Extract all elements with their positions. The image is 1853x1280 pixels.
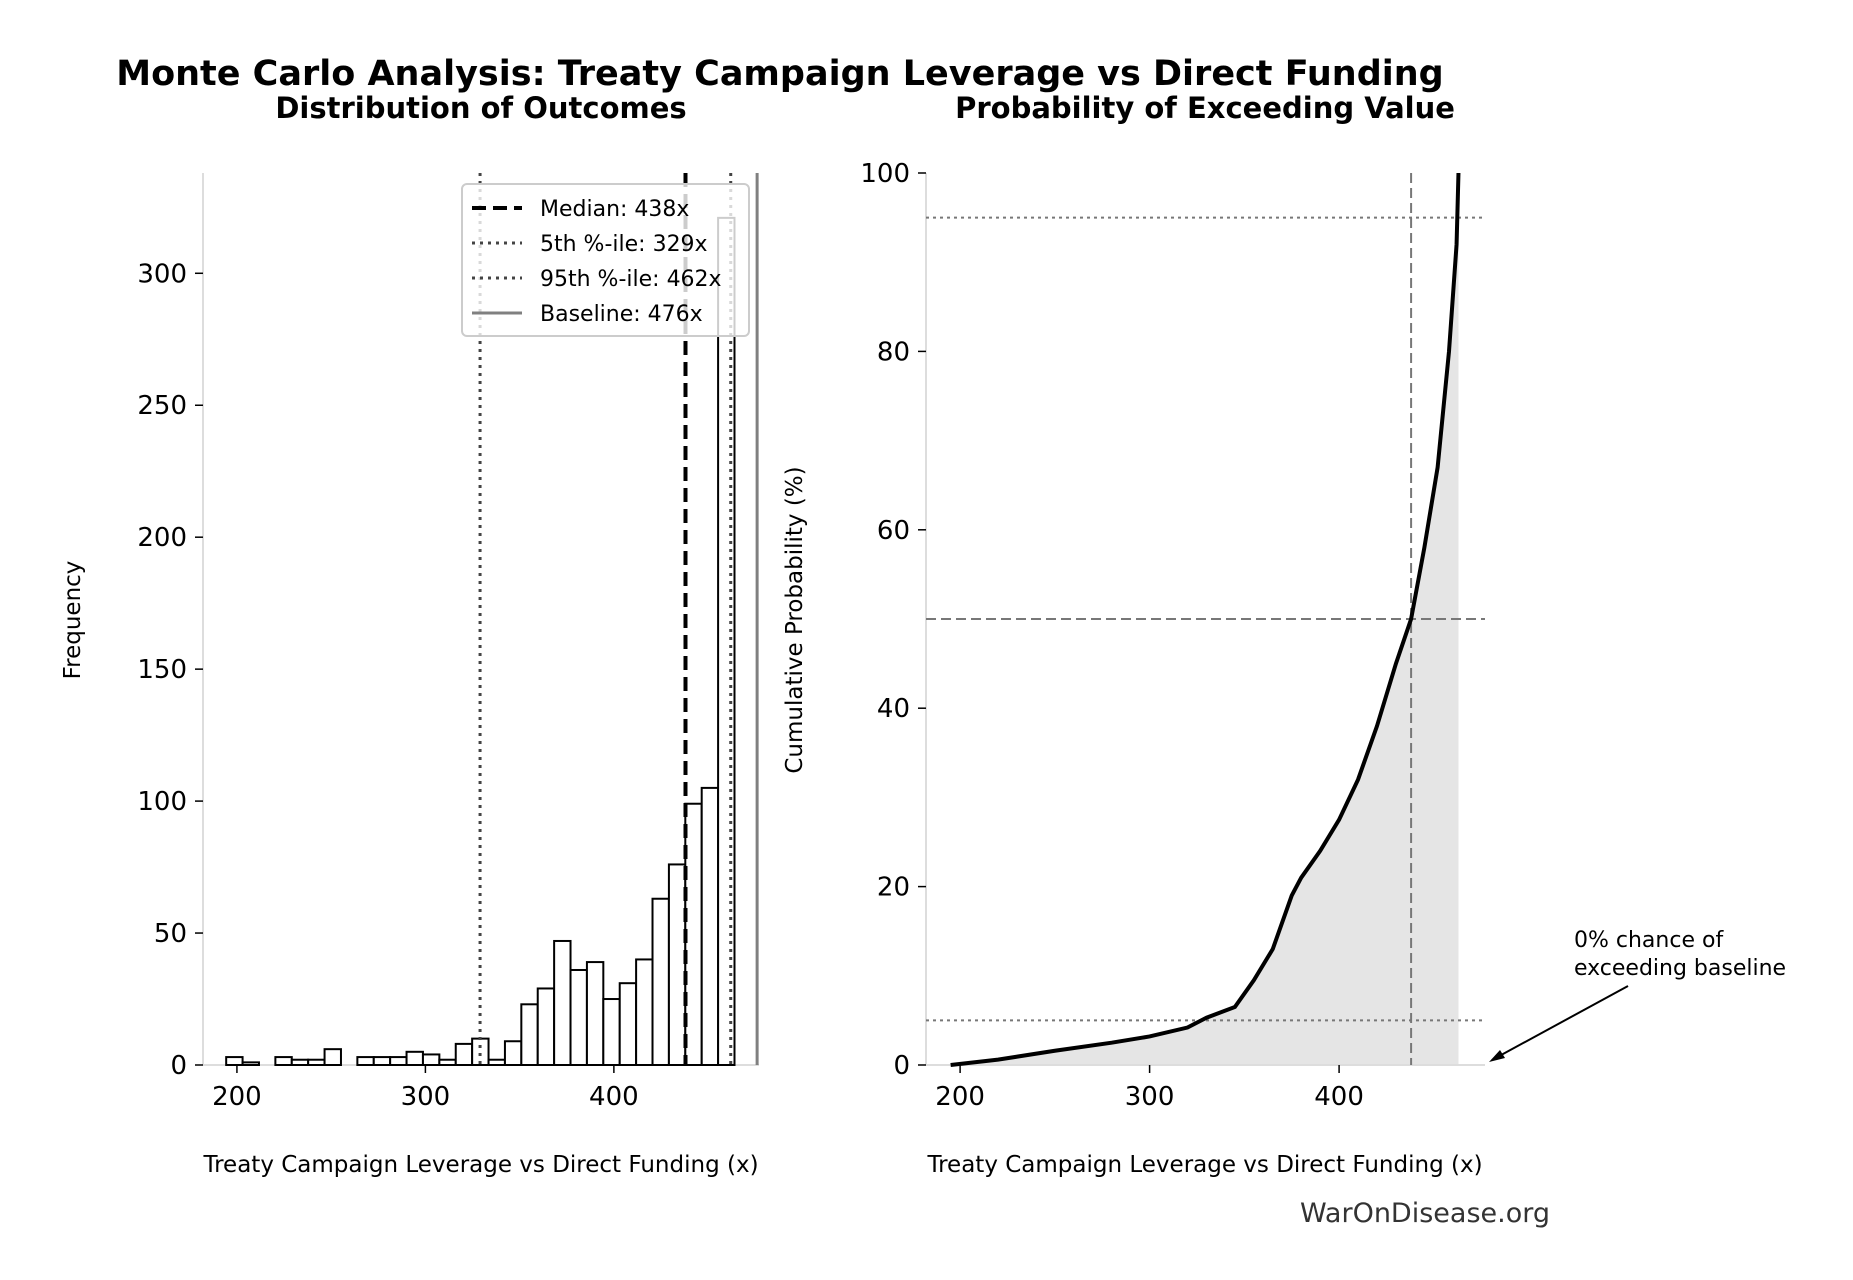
x-tick-label: 200 [935, 1082, 985, 1112]
histogram-axes: 200 300 400 0 50 100 150 200 250 300 Median: 438x 5… [137, 173, 759, 1112]
right-chart-title: Probability of Exceeding Value [955, 91, 1455, 125]
histogram-bar [536, 987, 556, 1067]
x-tick-label: 300 [1125, 1082, 1175, 1112]
histogram-bar [487, 1058, 506, 1067]
histogram-bar [356, 1056, 375, 1067]
histogram-bar [585, 961, 605, 1066]
histogram-bar [684, 802, 703, 1066]
y-tick-label: 20 [877, 873, 910, 903]
histogram-bar [307, 1058, 326, 1067]
y-tick-label: 80 [877, 337, 910, 367]
histogram-bar [553, 939, 572, 1066]
y-tick-label: 250 [137, 391, 187, 421]
y-tick-label: 100 [860, 159, 910, 189]
y-tick-label: 60 [877, 516, 910, 546]
figure-title: Monte Carlo Analysis: Treaty Campaign Le… [116, 54, 1444, 94]
x-tick-label: 200 [212, 1082, 262, 1112]
y-tick-label: 300 [137, 259, 187, 289]
x-tick-label: 400 [1314, 1082, 1364, 1112]
histogram-bar [602, 998, 621, 1067]
left-ylabel: Frequency [60, 561, 86, 680]
left-chart-title: Distribution of Outcomes [275, 91, 686, 125]
cdf-fill-area [950, 173, 1459, 1065]
histogram-bar [651, 897, 670, 1066]
histogram-bar [372, 1056, 392, 1067]
histogram-bar [323, 1048, 342, 1066]
annotation-line-1: 0% chance of [1574, 928, 1724, 953]
histogram-bar [225, 1056, 244, 1067]
legend-label: Median: 438x [540, 197, 689, 222]
histogram-bar [503, 1040, 523, 1067]
x-tick-label: 300 [401, 1082, 451, 1112]
histogram-bar [405, 1050, 424, 1066]
histogram-bar [569, 968, 588, 1066]
y-tick-label: 0 [893, 1051, 910, 1081]
arrow-head-icon [1489, 1050, 1505, 1062]
histogram-bar [241, 1061, 260, 1067]
legend [461, 183, 750, 337]
histogram-bar [700, 786, 720, 1066]
y-tick-label: 200 [137, 523, 187, 553]
histogram-bar [290, 1058, 310, 1067]
right-xlabel: Treaty Campaign Leverage vs Direct Fundi… [926, 1152, 1482, 1178]
annotation-arrow [1491, 985, 1629, 1061]
watermark: WarOnDisease.org [1300, 1198, 1550, 1229]
histogram-bar [717, 216, 736, 1067]
legend-label: Baseline: 476x [540, 302, 703, 327]
legend-label: 95th %-ile: 462x [540, 267, 722, 292]
histogram-bar [618, 982, 638, 1066]
y-tick-label: 40 [877, 694, 910, 724]
cdf-line [950, 172, 1461, 1067]
histogram-bar [520, 1003, 539, 1066]
y-tick-label: 150 [137, 655, 187, 685]
cdf-axes: 200 300 400 0 20 40 60 80 100 [860, 159, 1485, 1112]
y-tick-label: 0 [170, 1051, 187, 1081]
histogram-bar [667, 863, 687, 1066]
histogram-bar [389, 1056, 408, 1067]
legend-label: 5th %-ile: 329x [540, 232, 708, 257]
y-tick-label: 50 [154, 919, 187, 949]
annotation-line-2: exceeding baseline [1574, 956, 1786, 981]
histogram-bar [421, 1053, 441, 1067]
y-tick-label: 100 [137, 787, 187, 817]
histogram-bar [635, 958, 654, 1066]
histogram-bar [438, 1058, 457, 1067]
x-tick-label: 400 [589, 1082, 639, 1112]
left-xlabel: Treaty Campaign Leverage vs Direct Fundi… [202, 1152, 758, 1178]
histogram-bar [454, 1042, 474, 1066]
histogram-bar [274, 1056, 293, 1067]
right-ylabel: Cumulative Probability (%) [782, 466, 808, 773]
